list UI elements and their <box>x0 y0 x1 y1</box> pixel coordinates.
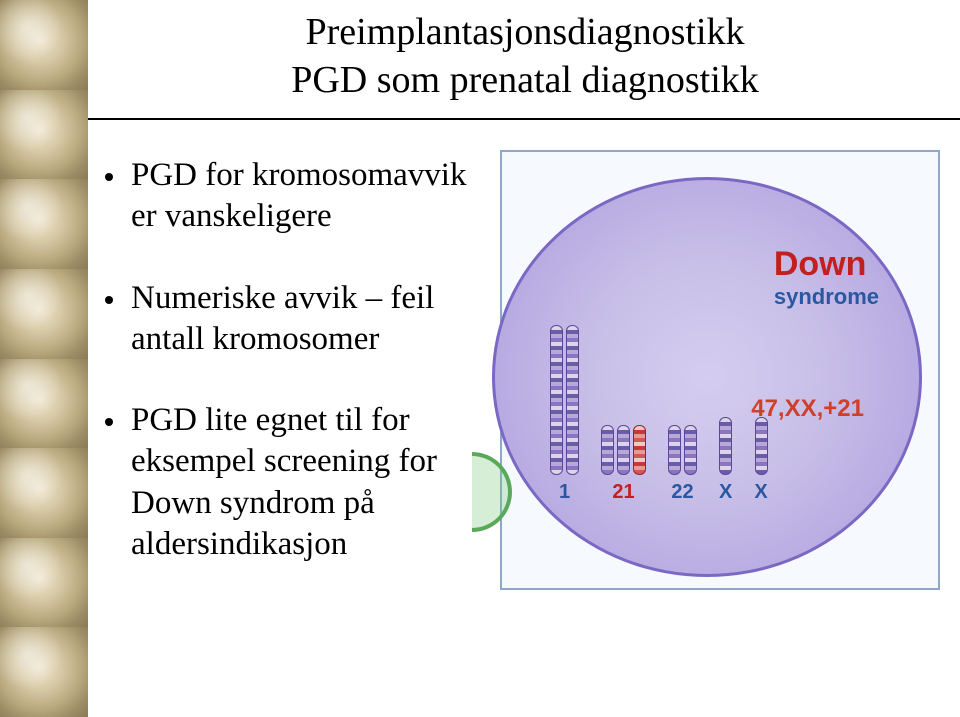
title-divider <box>88 118 960 120</box>
embryo-thumbnail <box>0 269 88 359</box>
bullet-list: PGD for kromosomavvik er vanskeligere Num… <box>105 155 485 605</box>
bullet-item: Numeriske avvik – feil antall kromosomer <box>105 278 485 361</box>
bullet-dot-icon <box>105 173 113 181</box>
embryo-thumbnail <box>0 538 88 628</box>
cell-circle: Down syndrome 47,XX,+21 1 21 22 XX <box>492 177 922 577</box>
chromosome-icon <box>684 425 697 475</box>
bullet-text: PGD for kromosomavvik er vanskeligere <box>131 155 485 238</box>
chromosome-group: X <box>754 417 767 504</box>
bullet-dot-icon <box>105 418 113 426</box>
chromosome-icon <box>550 325 563 475</box>
embryo-thumbnail <box>0 0 88 90</box>
chromosome-pair <box>550 325 579 475</box>
bullet-dot-icon <box>105 296 113 304</box>
green-arc-decoration <box>472 452 512 532</box>
bullet-text: PGD lite egnet til for eksempel screenin… <box>131 400 485 565</box>
embryo-thumbnail <box>0 359 88 449</box>
chromosome-row: 1 21 22 XX <box>550 325 768 504</box>
chromosome-icon <box>755 417 768 475</box>
chromosome-pair <box>668 425 697 475</box>
title-line-1: Preimplantasjonsdiagnostikk <box>100 10 950 54</box>
chromosome-icon <box>719 417 732 475</box>
chromosome-group: 1 <box>550 325 579 504</box>
chromosome-number: 21 <box>612 481 634 504</box>
chromosome-icon <box>566 325 579 475</box>
slide: Preimplantasjonsdiagnostikk PGD som pren… <box>0 0 960 717</box>
chromosome-group: X <box>719 417 732 504</box>
slide-title: Preimplantasjonsdiagnostikk PGD som pren… <box>100 10 950 102</box>
chromosome-group: 22 <box>668 425 697 504</box>
syndrome-label: Down syndrome <box>774 245 879 310</box>
chromosome-pair <box>601 425 646 475</box>
embryo-thumbnail <box>0 179 88 269</box>
chromosome-number: X <box>719 481 732 504</box>
bullet-item: PGD for kromosomavvik er vanskeligere <box>105 155 485 238</box>
chromosome-icon <box>633 425 646 475</box>
chromosome-pair <box>755 417 768 475</box>
down-word: Down <box>774 245 879 284</box>
embryo-thumbnail <box>0 627 88 717</box>
embryo-thumbnail <box>0 90 88 180</box>
karyotype-diagram: Down syndrome 47,XX,+21 1 21 22 XX <box>500 150 940 590</box>
chromosome-number: 22 <box>671 481 693 504</box>
chromosome-icon <box>668 425 681 475</box>
embryo-thumbnail <box>0 448 88 538</box>
bullet-item: PGD lite egnet til for eksempel screenin… <box>105 400 485 565</box>
chromosome-icon <box>617 425 630 475</box>
karyotype-notation: 47,XX,+21 <box>751 395 864 423</box>
chromosome-number: 1 <box>559 481 570 504</box>
bullet-text: Numeriske avvik – feil antall kromosomer <box>131 278 485 361</box>
sidebar-embryo-images <box>0 0 88 717</box>
title-line-2: PGD som prenatal diagnostikk <box>100 58 950 102</box>
chromosome-pair <box>719 417 732 475</box>
syndrome-word: syndrome <box>774 284 879 310</box>
chromosome-icon <box>601 425 614 475</box>
chromosome-group: 21 <box>601 425 646 504</box>
chromosome-number: X <box>754 481 767 504</box>
